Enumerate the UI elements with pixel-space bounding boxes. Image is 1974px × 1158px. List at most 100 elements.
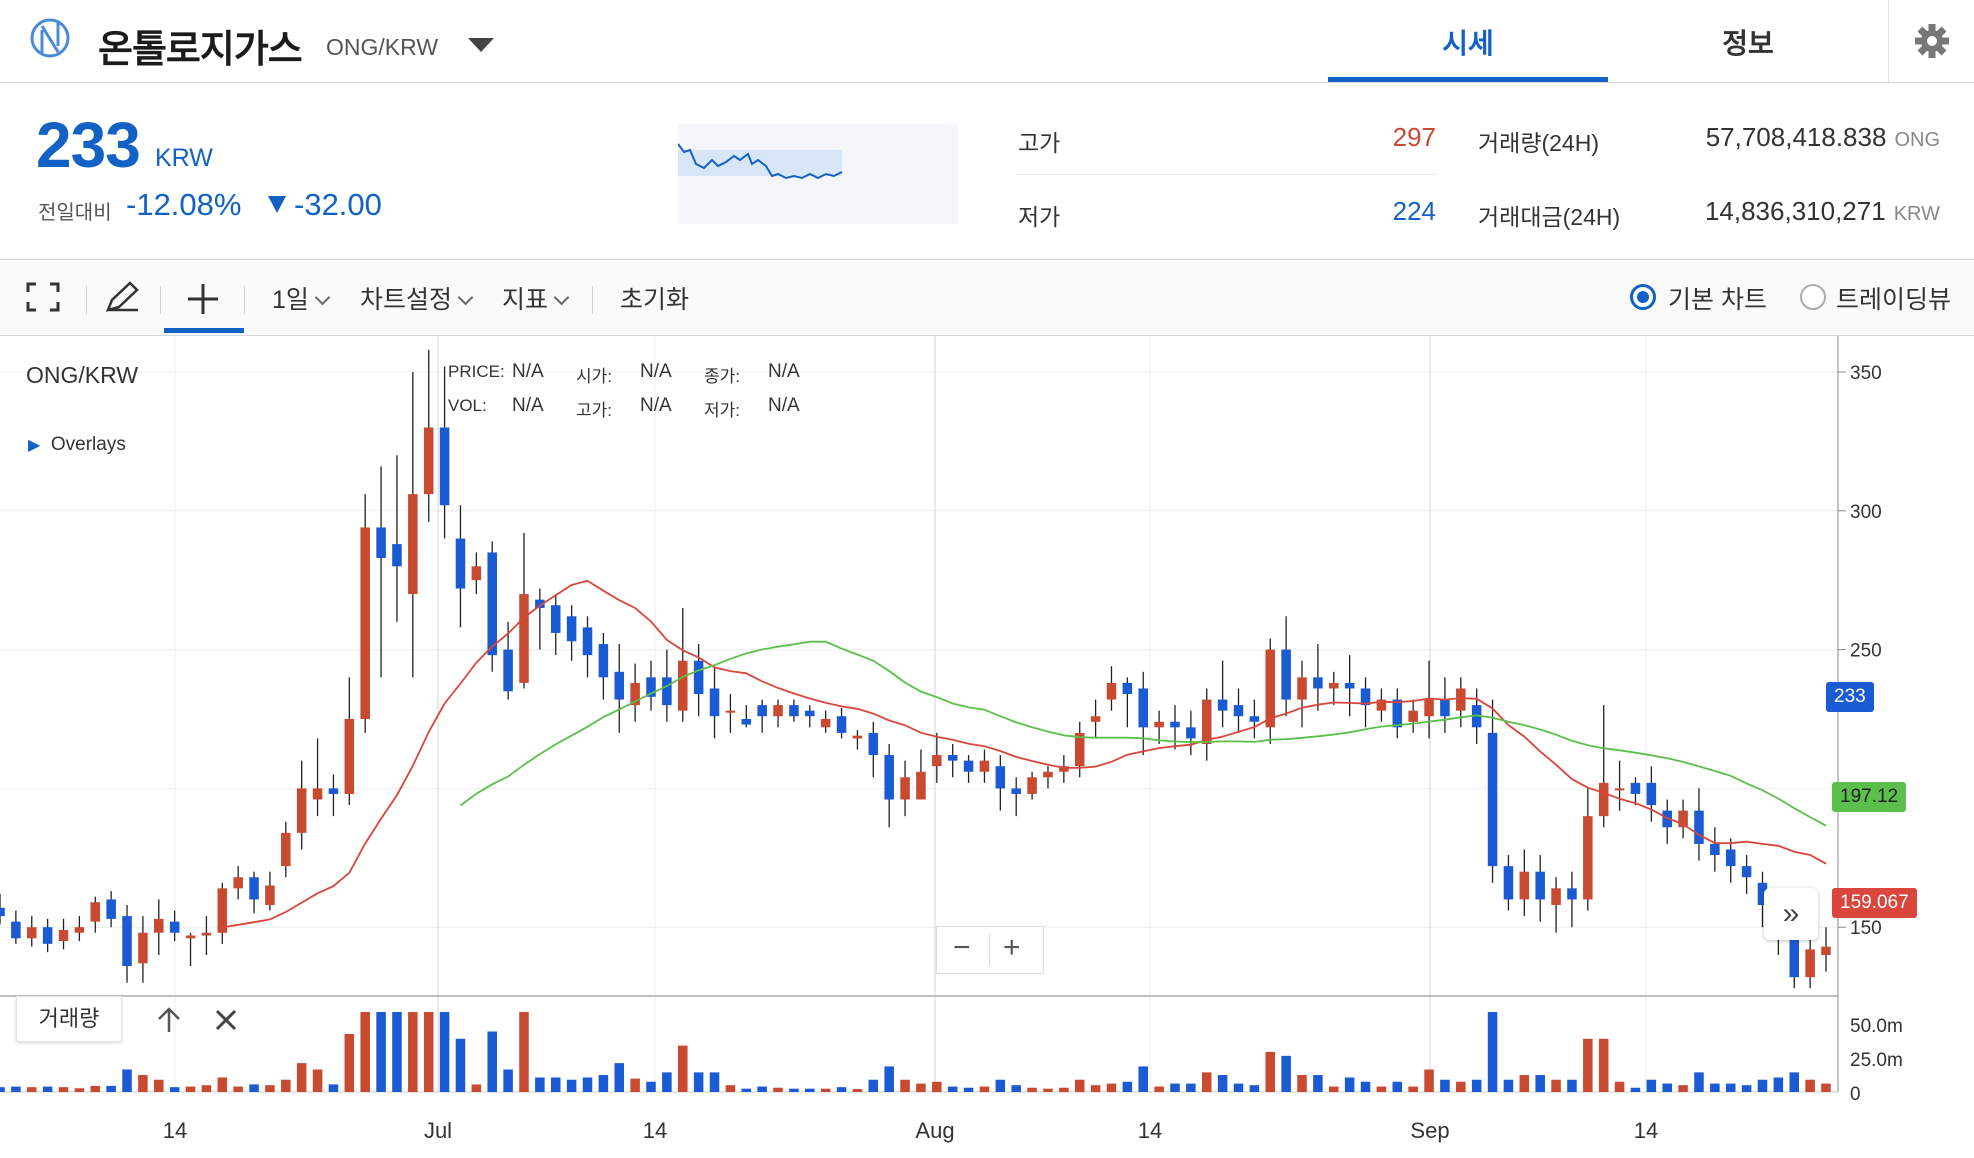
candle — [1630, 782, 1641, 794]
settings-button[interactable] — [1888, 0, 1974, 82]
volume-bar — [1694, 1072, 1704, 1092]
down-triangle-icon — [268, 196, 286, 213]
volume-bar — [408, 1012, 418, 1092]
volume-bar — [1630, 1087, 1641, 1092]
candle — [947, 755, 958, 761]
volume-bar — [1710, 1083, 1720, 1092]
open-readout-value: N/A — [640, 361, 672, 382]
coin-dropdown-icon[interactable] — [468, 38, 494, 52]
interval-select[interactable]: 1일 — [272, 280, 331, 316]
candle — [725, 710, 736, 713]
volume-bar — [820, 1088, 831, 1092]
zoom-in-button[interactable]: + — [1003, 931, 1021, 964]
candle — [296, 788, 307, 833]
candle — [1694, 810, 1704, 844]
active-tool-underline — [164, 328, 244, 333]
chevron-down-icon — [553, 289, 570, 306]
mini-sparkline — [678, 124, 958, 224]
candle — [741, 719, 752, 725]
candle — [678, 660, 688, 711]
candle — [11, 921, 21, 939]
candle — [1027, 777, 1037, 794]
candle — [1471, 705, 1482, 728]
zoom-out-button[interactable]: − — [953, 931, 971, 964]
open-readout-label: 시가: — [576, 367, 613, 386]
candle — [1297, 677, 1307, 700]
indicators-menu[interactable]: 지표 — [502, 280, 570, 316]
pencil-icon[interactable] — [104, 280, 140, 314]
volume-bar — [154, 1079, 164, 1092]
volume-bar — [646, 1081, 656, 1092]
candle — [1503, 866, 1514, 900]
volume-bar — [1360, 1081, 1371, 1092]
vol-tick-label: 25.0m — [1850, 1050, 1903, 1071]
volume-bar — [1027, 1087, 1037, 1092]
volume-bar — [805, 1088, 815, 1092]
volume-bar — [265, 1085, 275, 1092]
candle — [1281, 649, 1291, 700]
reset-button[interactable]: 초기화 — [620, 286, 690, 314]
crosshair-icon[interactable] — [186, 282, 220, 316]
price-chart[interactable]: 350 300 250 150 50.0m 25.0m 0 14 Jul 14 Aug 14 Sep 14 — [0, 336, 1974, 1158]
last-price-tag: 233 — [1826, 682, 1874, 712]
volume-bar — [392, 1012, 402, 1092]
change-rate: -12.08% — [126, 187, 242, 222]
volume-bar — [598, 1075, 609, 1092]
candle — [995, 766, 1006, 789]
candle — [249, 877, 259, 900]
candle — [1519, 871, 1530, 900]
candle — [503, 649, 513, 692]
x-tick-label: 14 — [643, 1118, 667, 1143]
candle — [868, 732, 879, 756]
volume-bar — [1122, 1081, 1133, 1092]
volume-bar — [1344, 1077, 1355, 1092]
scroll-to-latest-button[interactable]: » — [1764, 888, 1818, 940]
candle — [122, 916, 132, 967]
candle — [201, 932, 212, 936]
play-icon: ▶ — [28, 437, 41, 454]
vol-tick-label: 0 — [1850, 1084, 1861, 1105]
volume-bar — [74, 1088, 85, 1092]
candle — [376, 527, 386, 558]
fullscreen-icon[interactable] — [26, 282, 60, 312]
volume-bar — [884, 1066, 894, 1092]
vol-readout-value: N/A — [512, 395, 544, 416]
candle — [1138, 688, 1148, 728]
candle — [582, 627, 593, 656]
tradingview-radio[interactable] — [1800, 284, 1826, 310]
tab-info[interactable]: 정보 — [1722, 28, 1774, 59]
volume-bar — [868, 1079, 879, 1092]
basic-chart-label[interactable]: 기본 차트 — [1668, 286, 1767, 314]
y-tick-label: 350 — [1850, 363, 1882, 384]
candle — [1456, 688, 1466, 711]
close-icon[interactable] — [214, 1008, 238, 1032]
candle — [1106, 682, 1117, 700]
y-tick-label: 250 — [1850, 641, 1882, 662]
low-value: 224 — [1392, 196, 1436, 226]
high-value: 297 — [1392, 122, 1436, 152]
candle — [1233, 705, 1244, 717]
volume-bar — [249, 1084, 259, 1092]
candle — [789, 705, 799, 717]
tradingview-label[interactable]: 트레이딩뷰 — [1836, 286, 1952, 314]
candle — [836, 716, 847, 733]
high-readout-label: 고가: — [576, 401, 613, 420]
basic-chart-radio[interactable] — [1630, 284, 1656, 310]
volume-bar — [344, 1033, 355, 1092]
volume-bar — [1329, 1086, 1339, 1092]
candle — [805, 710, 815, 717]
volume-bar — [122, 1069, 132, 1092]
main-pane — [0, 336, 1838, 996]
overlays-toggle[interactable]: ▶ Overlays — [28, 434, 126, 455]
volume-bar — [1757, 1079, 1768, 1092]
gear-icon — [1915, 24, 1949, 58]
candle — [630, 682, 640, 706]
candle — [408, 494, 418, 595]
tab-quote[interactable]: 시세 — [1442, 28, 1494, 59]
chart-settings-menu[interactable]: 차트설정 — [360, 280, 474, 316]
arrow-up-icon[interactable] — [156, 1006, 182, 1034]
volume-bar — [1456, 1081, 1466, 1092]
volume-bar — [1265, 1051, 1276, 1092]
ma-long-line — [459, 640, 1827, 827]
volume-pane-label[interactable]: 거래량 — [16, 996, 122, 1042]
